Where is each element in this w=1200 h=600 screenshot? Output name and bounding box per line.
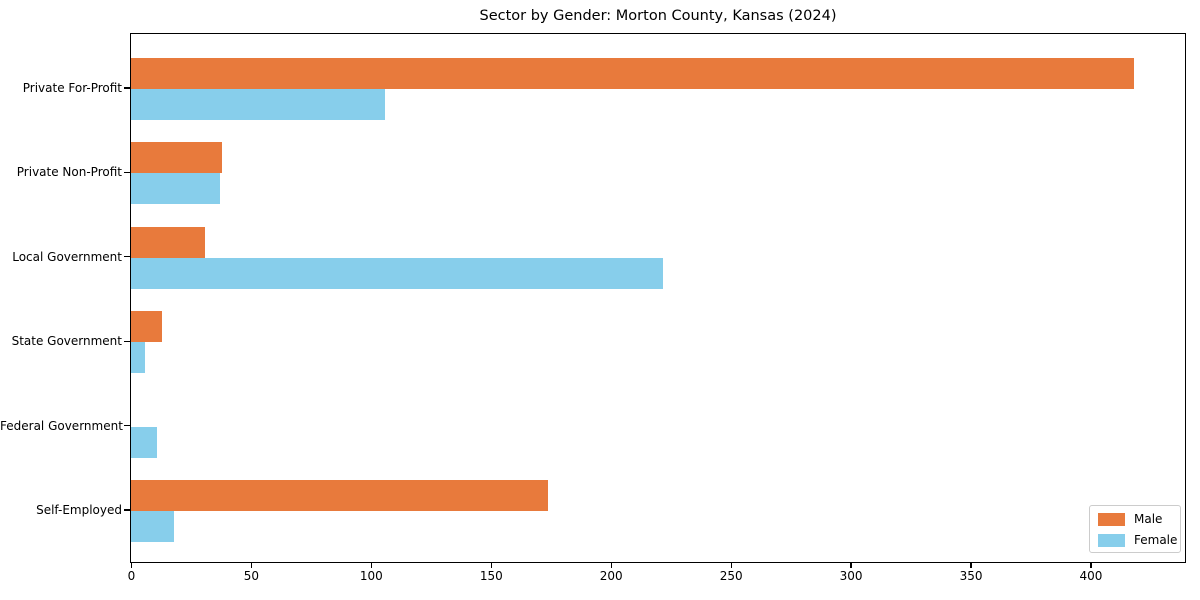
y-axis-label-local-government: Local Government [12, 249, 122, 264]
x-tick-mark [1090, 563, 1092, 568]
x-tick-label-0: 0 [127, 569, 136, 583]
legend-item-male: Male [1098, 512, 1172, 526]
x-tick-label-350: 350 [959, 569, 983, 583]
legend-swatch-female [1098, 533, 1125, 547]
x-tick-mark [610, 563, 612, 568]
bar-male-self-employed [131, 480, 549, 511]
bar-male-local-government [131, 226, 206, 258]
x-tick-mark [730, 563, 732, 568]
bar-female-state-government [131, 342, 146, 374]
x-tick-mark [130, 563, 133, 568]
chart-title: Sector by Gender: Morton County, Kansas … [479, 8, 837, 24]
y-tick-mark [124, 87, 130, 89]
x-tick-label-200: 200 [599, 569, 623, 583]
bar-male-state-government [131, 311, 163, 343]
x-tick-mark [850, 563, 852, 568]
bar-female-private-for-profit [131, 89, 386, 120]
plot-area [130, 33, 1186, 563]
x-tick-label-50: 50 [243, 569, 260, 583]
y-axis-label-federal-government: Federal Government [0, 418, 123, 433]
bar-female-private-non-profit [131, 173, 220, 205]
y-tick-mark [124, 425, 130, 427]
y-axis-label-private-for-profit: Private For-Profit [22, 81, 122, 95]
x-tick-label-250: 250 [719, 569, 743, 583]
y-axis-label-private-non-profit: Private Non-Profit [16, 165, 122, 180]
y-tick-mark [124, 340, 130, 342]
legend-label-female: Female [1134, 533, 1178, 547]
legend-label-male: Male [1134, 512, 1163, 526]
y-tick-mark [124, 171, 130, 173]
x-tick-mark [370, 563, 372, 568]
bar-female-local-government [131, 257, 664, 289]
x-tick-mark [490, 563, 492, 568]
y-axis-label-state-government: State Government [11, 334, 122, 349]
bar-male-private-for-profit [131, 58, 1134, 89]
y-tick-mark [124, 256, 130, 258]
x-tick-label-150: 150 [479, 569, 503, 583]
x-tick-label-300: 300 [839, 569, 863, 583]
bar-male-private-non-profit [131, 142, 223, 174]
legend-swatch-male [1098, 512, 1125, 526]
x-tick-label-400: 400 [1079, 569, 1103, 583]
x-tick-mark [250, 563, 253, 568]
x-tick-mark [970, 563, 972, 568]
x-tick-label-100: 100 [359, 569, 383, 583]
legend: Male Female [1089, 505, 1181, 553]
y-tick-mark [124, 509, 130, 511]
legend-item-female: Female [1098, 533, 1177, 547]
y-axis-label-self-employed: Self-Employed [36, 503, 122, 517]
bar-female-federal-government [131, 426, 158, 458]
bar-female-self-employed [131, 511, 175, 542]
